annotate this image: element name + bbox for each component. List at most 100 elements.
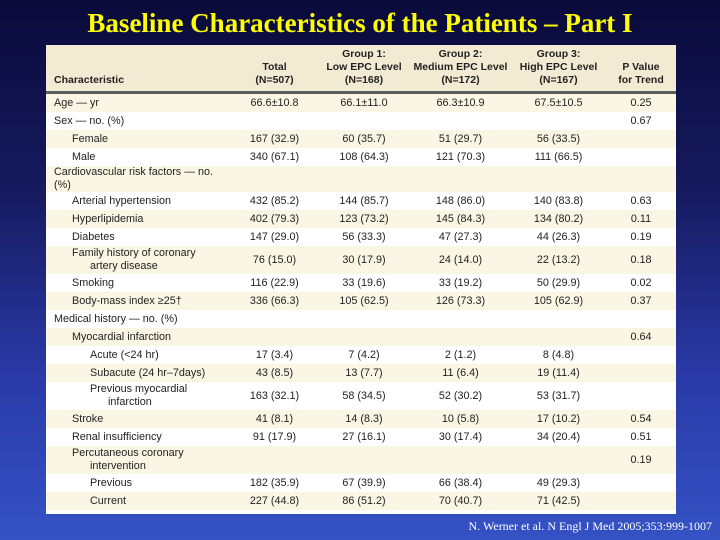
row-label-text: Hyperlipidemia <box>72 212 144 225</box>
row-label-text: Female <box>72 132 109 145</box>
value-cell: 22 (13.2) <box>511 246 606 274</box>
p-value-cell: 0.02 <box>630 276 652 289</box>
p-value-cell <box>606 148 676 166</box>
value-cell: 51 (29.7) <box>410 130 511 148</box>
value-cell <box>410 446 511 474</box>
value-cell: 134 (80.2) <box>511 210 606 228</box>
column-header-line: P Value <box>622 61 660 73</box>
table-row: Percutaneous coronary intervention 0.19 <box>46 446 676 474</box>
p-value-cell <box>606 382 676 410</box>
row-label-text: Male <box>72 150 96 163</box>
value-cell: 30 (17.9) <box>318 246 410 274</box>
table-row: Body-mass index ≥25† 336 (66.3) 105 (62.5)… <box>46 292 676 310</box>
value-cell: 340 (67.1) <box>249 150 300 163</box>
value-cell: 336 (66.3) <box>231 292 318 310</box>
p-value-cell: 0.64 <box>606 328 676 346</box>
table-row: Subacute (24 hr–7days) 43 (8.5) 13 (7.7) 11… <box>46 364 676 382</box>
row-label-text: Stroke <box>72 412 104 425</box>
p-value-cell: 0.19 <box>630 230 652 243</box>
p-value-cell <box>606 364 676 382</box>
table-row: Renal insufficiency 91 (17.9) 27 (16.1) 30 … <box>46 428 676 446</box>
p-value-cell: 0.18 <box>606 246 676 274</box>
row-label-text: Myocardial infarction <box>72 330 172 343</box>
column-header-line: Group 3: <box>536 48 581 60</box>
row-label-text: Subacute (24 hr–7days) <box>90 366 206 379</box>
value-cell: 402 (79.3) <box>231 210 318 228</box>
table-row: Current 227 (44.8) 86 (51.2) 70 (40.7) 71 (4… <box>46 492 676 510</box>
table-row: Myocardial infarction 0.64 <box>46 328 676 346</box>
column-header-line: High EPC Level <box>519 61 598 73</box>
column-header-line: Low EPC Level <box>326 61 402 73</box>
value-cell <box>318 446 410 474</box>
value-cell: 17 (10.2) <box>511 410 606 428</box>
value-cell: 13 (7.7) <box>318 364 410 382</box>
row-label-text: Sex — no. (%) <box>54 114 125 127</box>
column-header: Group 1: Low EPC Level (N=168) <box>318 45 410 94</box>
value-cell: 66 (38.4) <box>438 476 483 489</box>
value-cell: 33 (19.2) <box>438 276 483 289</box>
value-cell <box>511 112 606 130</box>
p-value-cell: 0.37 <box>606 292 676 310</box>
value-cell: 182 (35.9) <box>249 476 300 489</box>
row-label-text: infarction <box>108 396 152 408</box>
table-row: Family history of coronary artery disease… <box>46 246 676 274</box>
table-row: Previous 182 (35.9) 67 (39.9) 66 (38.4) 49 (… <box>46 474 676 492</box>
value-cell: 11 (6.4) <box>410 364 511 382</box>
value-cell: 52 (30.2) <box>438 389 483 402</box>
row-label: Current <box>46 492 231 510</box>
column-header-line: Group 1: <box>342 48 386 60</box>
table-header-row: Characteristic Total (N=507) Group 1: Low EP… <box>46 45 676 94</box>
value-cell: 8 (4.8) <box>542 348 575 361</box>
value-cell: 47 (27.3) <box>438 230 483 243</box>
column-header: Group 3: High EPC Level (N=167) <box>511 45 606 94</box>
value-cell <box>231 328 318 346</box>
value-cell: 144 (85.7) <box>339 194 389 207</box>
value-cell <box>410 166 511 192</box>
column-header-line: (N=172) <box>441 74 480 86</box>
value-cell: 116 (22.9) <box>250 276 299 289</box>
p-value-cell: 0.51 <box>630 430 652 443</box>
row-label-text: Current <box>90 494 127 507</box>
p-value-cell <box>606 474 676 492</box>
table-row: Diabetes 147 (29.0) 56 (33.3) 47 (27.3) 44 (… <box>46 228 676 246</box>
column-header-characteristic: Characteristic <box>46 45 231 94</box>
column-header-line: Group 2: <box>438 48 483 60</box>
p-value-cell: 0.54 <box>606 410 676 428</box>
value-cell: 34 (20.4) <box>536 430 581 443</box>
value-cell: 67 (39.9) <box>342 476 386 489</box>
p-value-cell: 0.11 <box>606 210 676 228</box>
value-cell: 50 (29.9) <box>536 276 581 289</box>
table-row: Age — yr 66.6±10.8 66.1±11.0 66.3±10.9 67.5±… <box>46 92 676 112</box>
value-cell: 66.3±10.9 <box>410 92 511 112</box>
column-header-line: (N=168) <box>344 74 384 86</box>
value-cell: 14 (8.3) <box>318 410 410 428</box>
p-value-cell <box>606 130 676 148</box>
table-row: Cardiovascular risk factors — no. (%) <box>46 166 676 192</box>
value-cell <box>410 112 511 130</box>
value-cell <box>410 310 511 328</box>
value-cell: 56 (33.3) <box>342 230 386 243</box>
table-row: Acute (<24 hr) 17 (3.4) 7 (4.2) 2 (1.2) 8 (4… <box>46 346 676 364</box>
row-label: Arterial hypertension <box>46 192 231 210</box>
p-value-cell <box>606 166 676 192</box>
row-label-text: Renal insufficiency <box>72 430 162 443</box>
column-header-line: (N=507) <box>255 74 294 86</box>
value-cell: 19 (11.4) <box>511 364 606 382</box>
row-label: Diabetes <box>46 228 231 246</box>
p-value-cell: 0.19 <box>606 446 676 474</box>
row-label: Myocardial infarction <box>46 328 231 346</box>
value-cell: 70 (40.7) <box>410 492 511 510</box>
table-row: Medical history — no. (%) <box>46 310 676 328</box>
row-label-text: Family history of coronary <box>72 247 196 259</box>
value-cell: 7 (4.2) <box>348 348 380 361</box>
row-label-text: Age — yr <box>54 96 100 109</box>
column-header-line: Medium EPC Level <box>413 61 508 73</box>
value-cell <box>511 166 606 192</box>
column-header-line: (N=167) <box>539 74 578 86</box>
baseline-characteristics-table: Characteristic Total (N=507) Group 1: Low EP… <box>46 45 676 510</box>
row-label: Smoking <box>46 274 231 292</box>
row-label: Stroke <box>46 410 231 428</box>
table-row: Female 167 (32.9) 60 (35.7) 51 (29.7) 56 (33… <box>46 130 676 148</box>
value-cell: 27 (16.1) <box>342 430 386 443</box>
row-label: Renal insufficiency <box>46 428 231 446</box>
